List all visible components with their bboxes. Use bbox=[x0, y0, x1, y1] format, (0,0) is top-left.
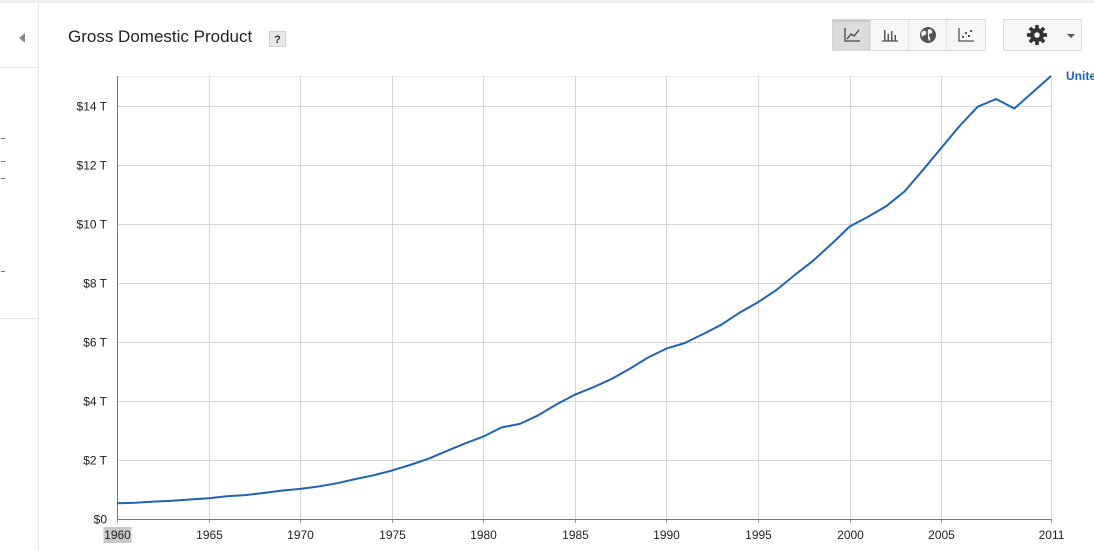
x-tick-label: 1960 bbox=[104, 528, 131, 542]
x-tick-label: 2011 bbox=[1039, 528, 1065, 542]
collapse-arrow-icon[interactable] bbox=[19, 33, 25, 43]
sidebar-divider bbox=[0, 318, 38, 319]
y-tick-label: $6 T bbox=[83, 336, 107, 350]
line-chart-icon bbox=[843, 28, 860, 42]
scatter-chart-icon bbox=[958, 28, 974, 42]
top-border bbox=[0, 0, 1094, 3]
x-tick-label: 1965 bbox=[196, 528, 223, 542]
sidebar-clipped-text bbox=[1, 161, 5, 162]
x-tick-label: 1980 bbox=[470, 528, 497, 542]
chart-title: Gross Domestic Product bbox=[68, 27, 253, 46]
y-tick-label: $8 T bbox=[83, 277, 107, 291]
chevron-down-icon bbox=[1067, 34, 1075, 38]
sidebar-divider bbox=[0, 67, 38, 68]
settings-button[interactable] bbox=[1003, 19, 1082, 51]
scatter-view-button[interactable] bbox=[947, 20, 985, 50]
y-tick-label: $4 T bbox=[83, 395, 107, 409]
x-tick-label: 1985 bbox=[562, 528, 589, 542]
chart-axes bbox=[117, 76, 1052, 523]
bar-chart-icon bbox=[881, 30, 898, 42]
chart-grid bbox=[117, 76, 1052, 519]
map-view-button[interactable] bbox=[909, 20, 947, 50]
help-button[interactable]: ? bbox=[269, 31, 286, 47]
x-tick-label: 1975 bbox=[379, 528, 406, 542]
gear-icon bbox=[1026, 24, 1048, 46]
view-toolbar bbox=[832, 19, 986, 51]
x-tick-label: 2000 bbox=[837, 528, 864, 542]
sidebar-clipped-text bbox=[1, 178, 5, 179]
x-tick-highlight bbox=[103, 527, 132, 543]
globe-map-icon bbox=[919, 27, 936, 43]
x-tick-label: 1995 bbox=[745, 528, 772, 542]
y-tick-label: $10 T bbox=[77, 218, 108, 232]
x-tick-label: 1970 bbox=[287, 528, 314, 542]
line-chart-view-button[interactable] bbox=[833, 20, 871, 50]
y-tick-label: $14 T bbox=[77, 100, 108, 114]
sidebar-clipped-text bbox=[1, 138, 5, 139]
x-tick-label: 1990 bbox=[653, 528, 680, 542]
x-tick-label: 2005 bbox=[928, 528, 955, 542]
y-tick-label: $0 bbox=[94, 513, 108, 527]
y-tick-label: $2 T bbox=[83, 454, 107, 468]
series-label: Unite bbox=[1066, 69, 1094, 83]
sidebar-panel bbox=[0, 3, 39, 551]
chart-series bbox=[116, 75, 1052, 505]
series-line bbox=[116, 75, 1052, 505]
y-tick-label: $12 T bbox=[77, 159, 108, 173]
chart-labels: $0 $2 T $4 T $6 T $8 T $10 T $12 T $14 T 1960 196… bbox=[77, 69, 1094, 543]
bar-chart-view-button[interactable] bbox=[871, 20, 909, 50]
sidebar-clipped-text bbox=[1, 271, 5, 272]
